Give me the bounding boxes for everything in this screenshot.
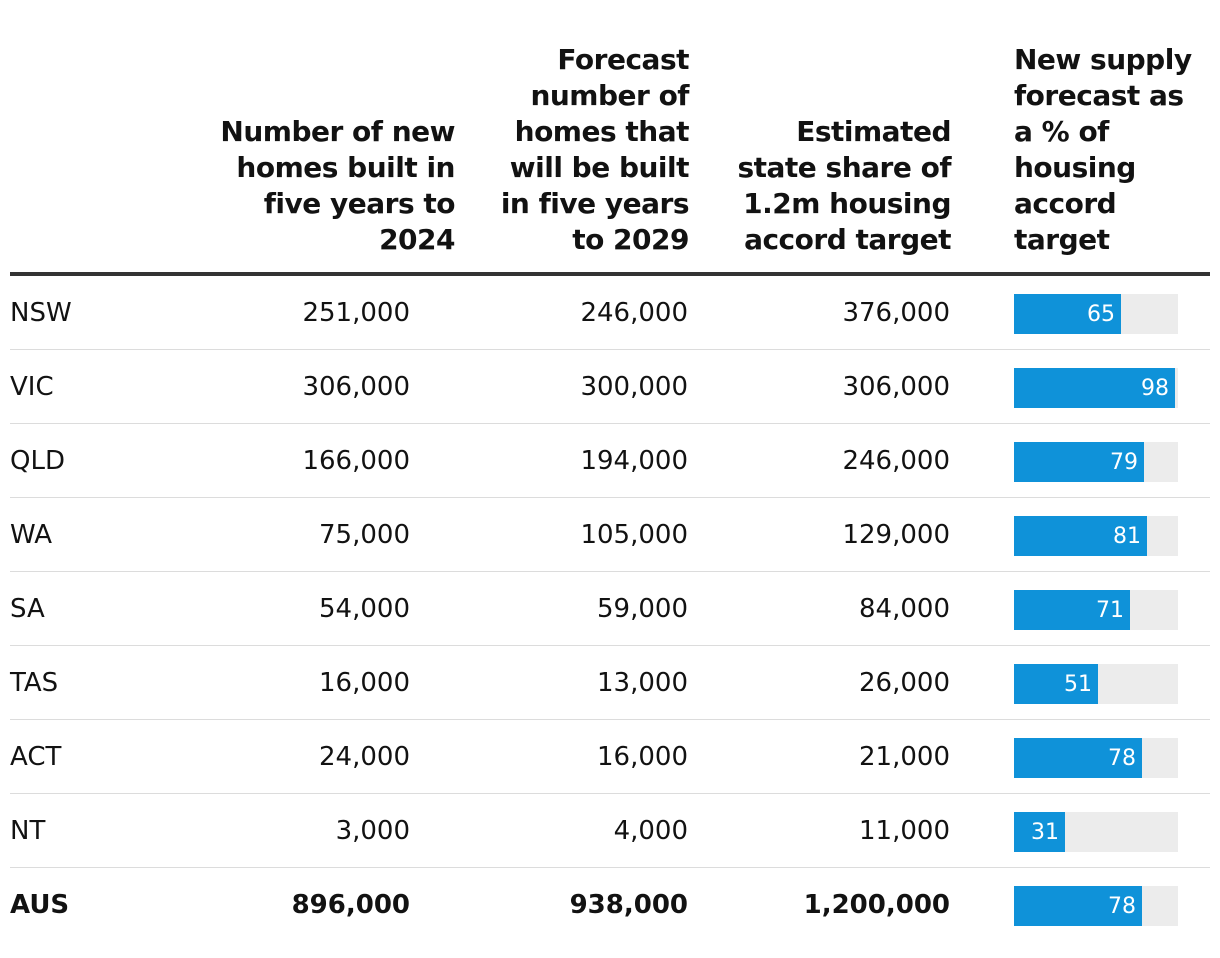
- region-cell: TAS: [10, 668, 59, 698]
- bar-track: 31: [1014, 812, 1178, 852]
- target-share-cell: 246,000: [842, 446, 950, 476]
- region-cell: ACT: [10, 742, 62, 772]
- target-share-cell: 26,000: [859, 668, 950, 698]
- bar-track: 98: [1014, 368, 1178, 408]
- homes-built-cell: 16,000: [319, 668, 410, 698]
- forecast-cell: 13,000: [597, 668, 688, 698]
- header-supply-pct-of-target: New supply forecast as a % of housing ac…: [1014, 43, 1192, 256]
- homes-built-cell: 251,000: [302, 298, 410, 328]
- region-cell: AUS: [10, 890, 70, 920]
- region-cell: SA: [10, 594, 45, 624]
- table-row: QLD 166,000 194,000 246,000 79: [10, 424, 1210, 498]
- region-cell: QLD: [10, 446, 65, 476]
- table-row: TAS 16,000 13,000 26,000 51: [10, 646, 1210, 720]
- homes-built-cell: 24,000: [319, 742, 410, 772]
- housing-table: Number of new homes built in five years …: [10, 0, 1210, 942]
- homes-built-cell: 54,000: [319, 594, 410, 624]
- forecast-cell: 938,000: [569, 890, 688, 920]
- table-header: Number of new homes built in five years …: [10, 0, 1210, 276]
- bar-track: 65: [1014, 294, 1178, 334]
- bar-value-label: 71: [1096, 598, 1124, 623]
- forecast-cell: 59,000: [597, 594, 688, 624]
- target-share-cell: 84,000: [859, 594, 950, 624]
- target-share-cell: 306,000: [842, 372, 950, 402]
- bar-fill: 81: [1014, 516, 1147, 556]
- forecast-cell: 16,000: [597, 742, 688, 772]
- bar-value-label: 31: [1031, 820, 1059, 845]
- target-share-cell: 11,000: [859, 816, 950, 846]
- bar-track: 81: [1014, 516, 1178, 556]
- bar-track: 78: [1014, 886, 1178, 926]
- bar-track: 51: [1014, 664, 1178, 704]
- region-cell: NT: [10, 816, 46, 846]
- table-row: NT 3,000 4,000 11,000 31: [10, 794, 1210, 868]
- bar-fill: 79: [1014, 442, 1144, 482]
- bar-fill: 31: [1014, 812, 1065, 852]
- bar-value-label: 98: [1141, 376, 1169, 401]
- bar-value-label: 51: [1064, 672, 1092, 697]
- region-cell: NSW: [10, 298, 72, 328]
- bar-track: 78: [1014, 738, 1178, 778]
- homes-built-cell: 306,000: [302, 372, 410, 402]
- region-cell: VIC: [10, 372, 54, 402]
- forecast-cell: 246,000: [580, 298, 688, 328]
- table-row: WA 75,000 105,000 129,000 81: [10, 498, 1210, 572]
- header-accord-target-share: Estimated state share of 1.2m housing ac…: [737, 115, 951, 256]
- header-homes-built-2024: Number of new homes built in five years …: [220, 115, 455, 256]
- homes-built-cell: 75,000: [319, 520, 410, 550]
- target-share-cell: 1,200,000: [803, 890, 950, 920]
- homes-built-cell: 166,000: [302, 446, 410, 476]
- bar-fill: 65: [1014, 294, 1121, 334]
- bar-fill: 51: [1014, 664, 1098, 704]
- table-row: NSW 251,000 246,000 376,000 65: [10, 276, 1210, 350]
- forecast-cell: 300,000: [580, 372, 688, 402]
- table-body: NSW 251,000 246,000 376,000 65 VIC 306,000 300,…: [10, 276, 1210, 942]
- header-forecast-2029: Forecast number of homes that will be bu…: [500, 43, 690, 256]
- forecast-cell: 4,000: [613, 816, 688, 846]
- forecast-cell: 105,000: [580, 520, 688, 550]
- bar-fill: 98: [1014, 368, 1175, 408]
- region-cell: WA: [10, 520, 53, 550]
- bar-fill: 71: [1014, 590, 1130, 630]
- homes-built-cell: 3,000: [335, 816, 410, 846]
- bar-value-label: 81: [1113, 524, 1141, 549]
- bar-track: 71: [1014, 590, 1178, 630]
- target-share-cell: 21,000: [859, 742, 950, 772]
- homes-built-cell: 896,000: [291, 890, 410, 920]
- table-row: AUS 896,000 938,000 1,200,000 78: [10, 868, 1210, 942]
- bar-fill: 78: [1014, 738, 1142, 778]
- target-share-cell: 129,000: [842, 520, 950, 550]
- table-row: SA 54,000 59,000 84,000 71: [10, 572, 1210, 646]
- forecast-cell: 194,000: [580, 446, 688, 476]
- table-row: ACT 24,000 16,000 21,000 78: [10, 720, 1210, 794]
- bar-value-label: 78: [1108, 894, 1136, 919]
- bar-fill: 78: [1014, 886, 1142, 926]
- target-share-cell: 376,000: [842, 298, 950, 328]
- bar-track: 79: [1014, 442, 1178, 482]
- bar-value-label: 79: [1110, 450, 1138, 475]
- table-row: VIC 306,000 300,000 306,000 98: [10, 350, 1210, 424]
- bar-value-label: 65: [1087, 302, 1115, 327]
- bar-value-label: 78: [1108, 746, 1136, 771]
